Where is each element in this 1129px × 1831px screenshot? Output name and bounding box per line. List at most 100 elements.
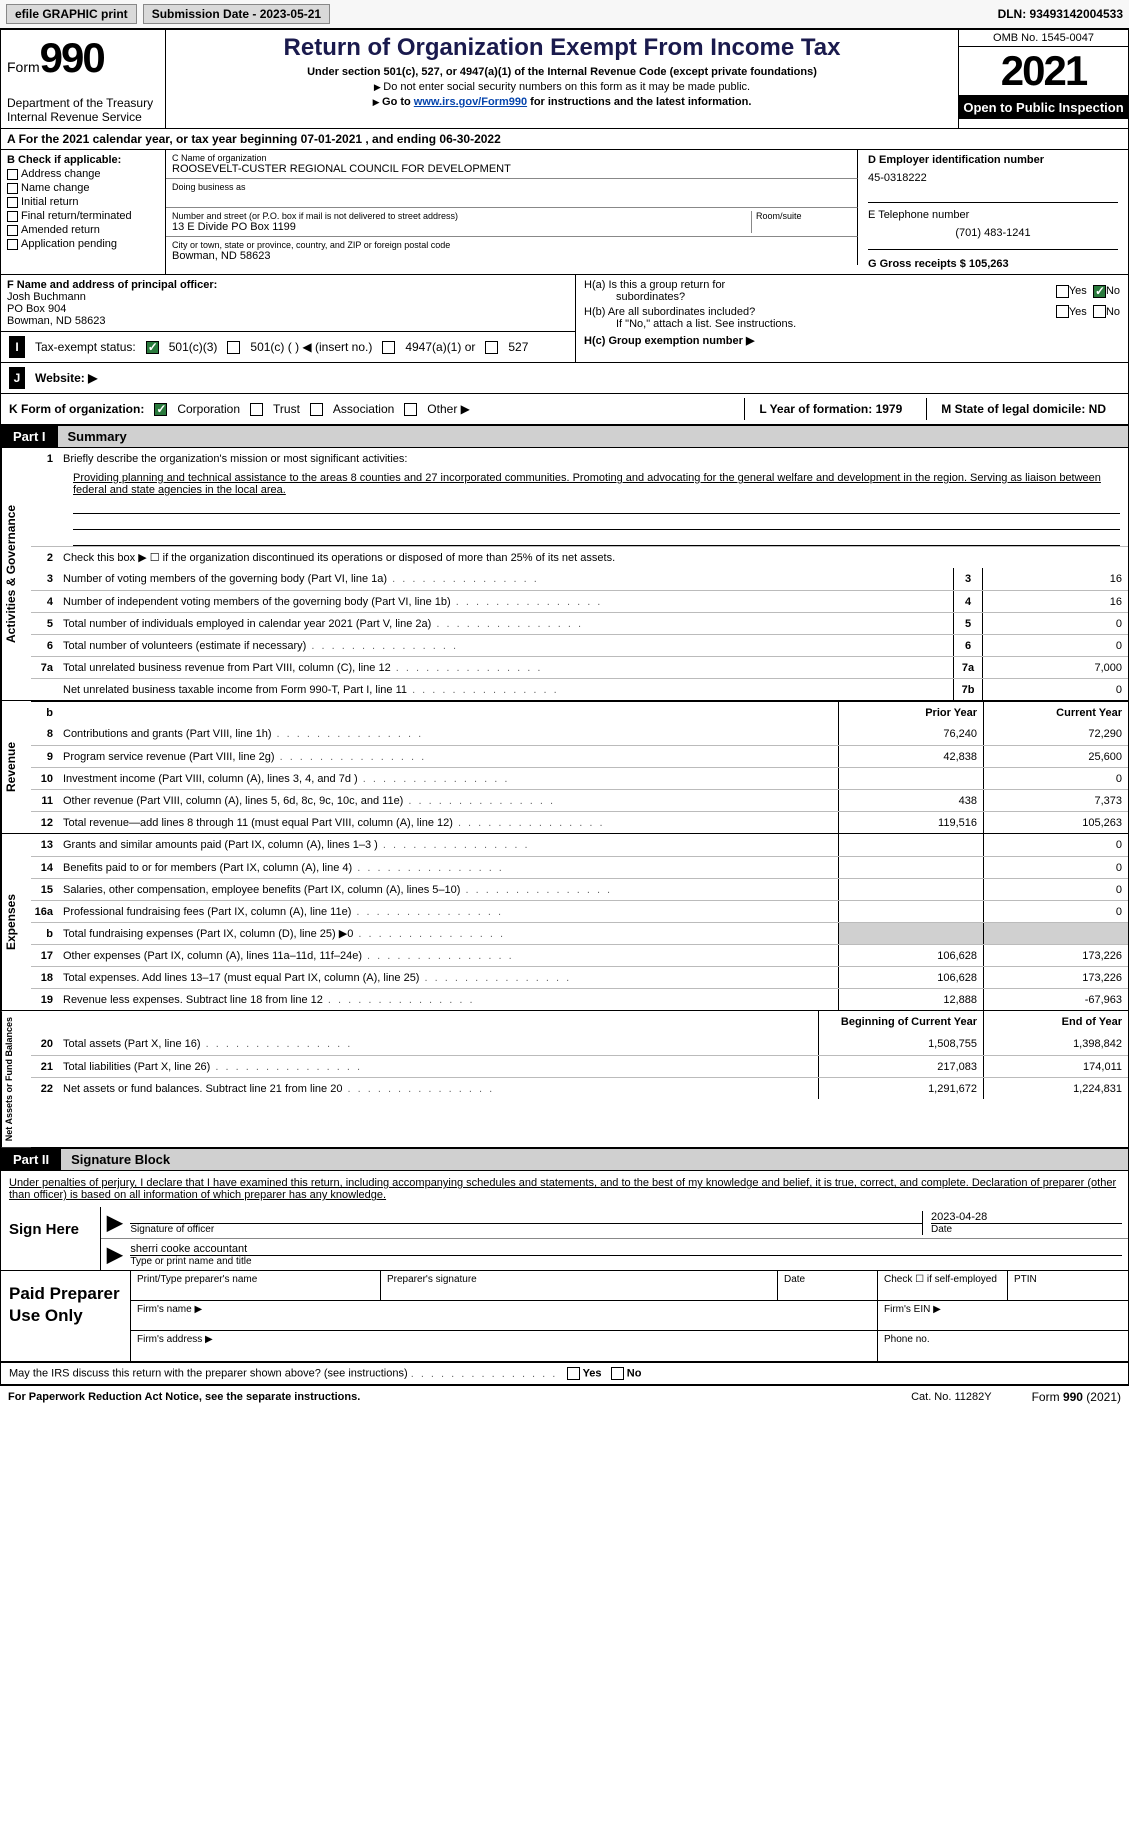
ln2-num: 2	[31, 552, 59, 564]
chk-name-change[interactable]	[7, 183, 18, 194]
opt-name: Name change	[21, 182, 90, 194]
sign-here-block: Sign Here ▶ Signature of officer 2023-04…	[1, 1207, 1128, 1271]
prior-value	[838, 923, 983, 944]
line-box: 5	[953, 613, 983, 634]
org-name: ROOSEVELT-CUSTER REGIONAL COUNCIL FOR DE…	[172, 163, 851, 175]
chk-trust[interactable]	[250, 403, 263, 416]
lbl-527: 527	[508, 340, 528, 354]
efile-print-button[interactable]: efile GRAPHIC print	[6, 4, 137, 24]
chk-initial[interactable]	[7, 197, 18, 208]
line-text: Total number of individuals employed in …	[59, 616, 953, 632]
line-text: Total expenses. Add lines 13–17 (must eq…	[59, 970, 838, 986]
prior-year-hdr: Prior Year	[838, 702, 983, 723]
line-number: 20	[31, 1038, 59, 1050]
rev-hdr-blank	[59, 711, 838, 715]
form-990-container: Form990 Department of the Treasury Inter…	[0, 29, 1129, 1386]
ln1-text: Briefly describe the organization's miss…	[59, 451, 1128, 467]
officer-addr1: PO Box 904	[7, 303, 569, 315]
hb-yes[interactable]	[1056, 305, 1069, 318]
prior-value: 438	[838, 790, 983, 811]
typed-name-value: sherri cooke accountant	[130, 1243, 1122, 1255]
mission-text: Providing planning and technical assista…	[31, 470, 1128, 498]
period-text: For the 2021 calendar year, or tax year …	[19, 132, 501, 146]
line-number: 6	[31, 640, 59, 652]
line-number: 8	[31, 728, 59, 740]
line-number: 7a	[31, 662, 59, 674]
discuss-no[interactable]	[611, 1367, 624, 1380]
chk-527[interactable]	[485, 341, 498, 354]
line-text: Grants and similar amounts paid (Part IX…	[59, 837, 838, 853]
chk-corp[interactable]	[154, 403, 167, 416]
officer-block: F Name and address of principal officer:…	[1, 275, 576, 362]
prior-value	[838, 857, 983, 878]
city-state-zip: Bowman, ND 58623	[172, 250, 851, 262]
org-name-label: C Name of organization	[172, 153, 851, 163]
discuss-yes[interactable]	[567, 1367, 580, 1380]
sign-here-label: Sign Here	[1, 1207, 101, 1270]
dba-label: Doing business as	[172, 182, 851, 192]
line-text: Other revenue (Part VIII, column (A), li…	[59, 793, 838, 809]
irs-link[interactable]: www.irs.gov/Form990	[414, 96, 527, 108]
sig-date-label: Date	[931, 1223, 1122, 1235]
ha-no[interactable]	[1093, 285, 1106, 298]
dept-treasury: Department of the Treasury	[7, 96, 159, 110]
col-d-ein: D Employer identification number 45-0318…	[858, 150, 1128, 274]
prep-sig-label: Preparer's signature	[381, 1271, 778, 1300]
typed-name-label: Type or print name and title	[130, 1255, 1122, 1267]
chk-pending[interactable]	[7, 239, 18, 250]
chk-501c3[interactable]	[146, 341, 159, 354]
side-expenses: Expenses	[1, 834, 31, 1010]
chk-501c[interactable]	[227, 341, 240, 354]
part2-title: Signature Block	[61, 1149, 1128, 1170]
chk-4947[interactable]	[382, 341, 395, 354]
chk-amended[interactable]	[7, 225, 18, 236]
sig-arrow-1: ▶	[107, 1210, 122, 1235]
side-activities: Activities & Governance	[1, 448, 31, 700]
line-text: Program service revenue (Part VIII, line…	[59, 749, 838, 765]
line-text: Number of voting members of the governin…	[59, 571, 953, 587]
chk-final[interactable]	[7, 211, 18, 222]
line-number: 16a	[31, 906, 59, 918]
chk-assoc[interactable]	[310, 403, 323, 416]
room-label: Room/suite	[756, 211, 851, 221]
current-year-hdr: Current Year	[983, 702, 1128, 723]
discuss-yes-lbl: Yes	[583, 1368, 602, 1380]
submission-date-button[interactable]: Submission Date - 2023-05-21	[143, 4, 330, 24]
prior-value: 106,628	[838, 967, 983, 988]
page-footer: For Paperwork Reduction Act Notice, see …	[0, 1386, 1129, 1408]
goto-pre: Go to	[382, 96, 414, 108]
begin-year-hdr: Beginning of Current Year	[818, 1011, 983, 1033]
current-value: 25,600	[983, 746, 1128, 767]
col-c-org: C Name of organization ROOSEVELT-CUSTER …	[166, 150, 858, 274]
prior-value: 1,508,755	[818, 1033, 983, 1055]
opt-amended: Amended return	[21, 224, 100, 236]
irs-label: Internal Revenue Service	[7, 110, 159, 124]
discuss-no-lbl: No	[627, 1368, 642, 1380]
dln-label: DLN: 93493142004533	[998, 7, 1123, 21]
end-year-hdr: End of Year	[983, 1011, 1128, 1033]
line-number: 10	[31, 773, 59, 785]
discuss-text: May the IRS discuss this return with the…	[9, 1368, 408, 1380]
line-text: Revenue less expenses. Subtract line 18 …	[59, 992, 838, 1008]
line-value: 0	[983, 635, 1128, 656]
line-number: 13	[31, 839, 59, 851]
mission-blank2	[73, 514, 1120, 530]
year-formation: L Year of formation: 1979	[759, 402, 902, 416]
side-net: Net Assets or Fund Balances	[1, 1011, 31, 1147]
net-hdr-blank	[59, 1020, 818, 1024]
table-row: 11Other revenue (Part VIII, column (A), …	[31, 789, 1128, 811]
line-number: 11	[31, 795, 59, 807]
ha-yes[interactable]	[1056, 285, 1069, 298]
hb-no[interactable]	[1093, 305, 1106, 318]
lbl-other: Other ▶	[427, 402, 470, 416]
ha-no-lbl: No	[1106, 285, 1120, 297]
table-row: bTotal fundraising expenses (Part IX, co…	[31, 922, 1128, 944]
officer-group-block: F Name and address of principal officer:…	[1, 275, 1128, 363]
line-value: 0	[983, 613, 1128, 634]
chk-address-change[interactable]	[7, 169, 18, 180]
tel-value: (701) 483-1241	[868, 227, 1118, 239]
addr-label: Number and street (or P.O. box if mail i…	[172, 211, 751, 221]
chk-other[interactable]	[404, 403, 417, 416]
table-row: 20Total assets (Part X, line 16)1,508,75…	[31, 1033, 1128, 1055]
website-row: J Website: ▶	[1, 363, 1128, 394]
